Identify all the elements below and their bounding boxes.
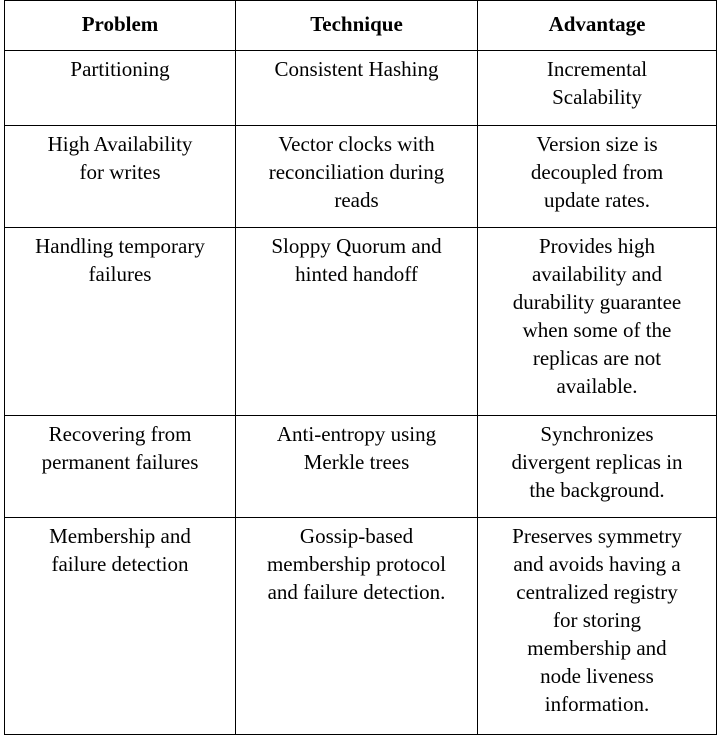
table-row: Handling temporary failures Sloppy Quoru… [4, 227, 717, 416]
cell-advantage: Version size is decoupled from update ra… [477, 125, 717, 228]
table-row: Membership and failure detection Gossip-… [4, 517, 717, 735]
header-row: Problem Technique Advantage [4, 0, 717, 51]
cell-technique: Sloppy Quorum and hinted handoff [235, 227, 478, 416]
cell-problem: Partitioning [4, 50, 236, 126]
header-problem: Problem [4, 0, 236, 51]
cell-problem: High Availability for writes [4, 125, 236, 228]
cell-advantage: Provides high availability and durabilit… [477, 227, 717, 416]
cell-problem: Recovering from permanent failures [4, 415, 236, 518]
table-row: High Availability for writes Vector cloc… [4, 125, 717, 228]
cell-advantage: Synchronizes divergent replicas in the b… [477, 415, 717, 518]
header-technique: Technique [235, 0, 478, 51]
header-advantage: Advantage [477, 0, 717, 51]
cell-technique: Anti-entropy using Merkle trees [235, 415, 478, 518]
cell-advantage: Preserves symmetry and avoids having a c… [477, 517, 717, 735]
table-row: Recovering from permanent failures Anti-… [4, 415, 717, 518]
cell-technique: Consistent Hashing [235, 50, 478, 126]
cell-technique: Gossip-based membership protocol and fai… [235, 517, 478, 735]
techniques-table: Problem Technique Advantage Partitioning… [4, 0, 717, 735]
cell-problem: Handling temporary failures [4, 227, 236, 416]
table-row: Partitioning Consistent Hashing Incremen… [4, 50, 717, 126]
cell-advantage: Incremental Scalability [477, 50, 717, 126]
cell-problem: Membership and failure detection [4, 517, 236, 735]
cell-technique: Vector clocks with reconciliation during… [235, 125, 478, 228]
